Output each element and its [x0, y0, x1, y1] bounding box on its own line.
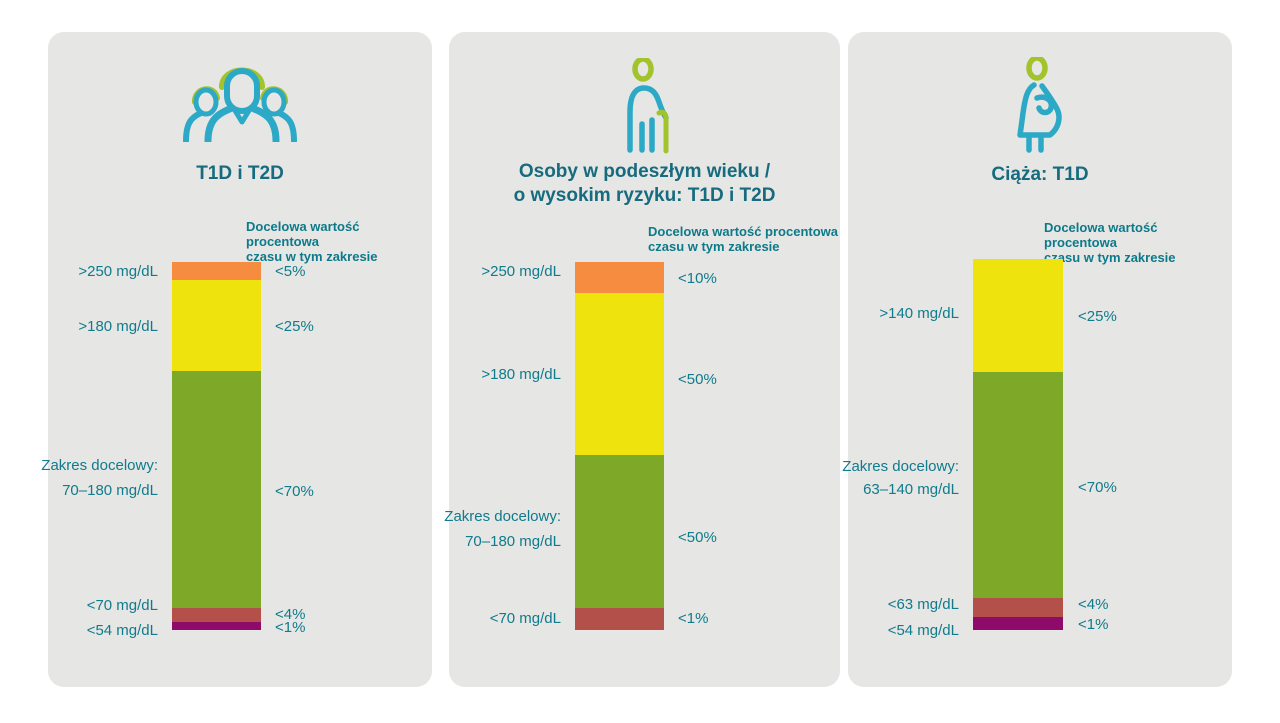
- panel-title: Osoby w podeszłym wieku / o wysokim ryzy…: [449, 160, 840, 208]
- elderly-icon: [449, 58, 840, 154]
- family-icon: [48, 56, 432, 142]
- target-pct-label: <1%: [678, 610, 709, 627]
- panel-elderly-high-risk: Osoby w podeszłym wieku / o wysokim ryzy…: [444, 32, 840, 687]
- target-pct-label: <50%: [678, 529, 717, 546]
- target-header-line2: czasu w tym zakresie: [246, 249, 378, 264]
- bar-segment-target: [973, 372, 1063, 598]
- range-label: <54 mg/dL: [887, 622, 959, 639]
- target-pct-label: <25%: [275, 318, 314, 335]
- range-label: 63–140 mg/dL: [863, 481, 959, 498]
- target-pct-label: <70%: [275, 483, 314, 500]
- range-label: 70–180 mg/dL: [465, 533, 561, 550]
- panel-title-line2: o wysokim ryzyku: T1D i T2D: [513, 185, 776, 206]
- stacked-bar: [575, 262, 664, 630]
- target-pct-label: <25%: [1078, 308, 1117, 325]
- panel-title-line1: Osoby w podeszłym wieku /: [518, 161, 771, 182]
- bar-segment-very-low: [172, 622, 261, 630]
- range-label: Zakres docelowy:: [41, 457, 158, 474]
- range-label: >140 mg/dL: [879, 305, 959, 322]
- range-label: Zakres docelowy:: [444, 508, 561, 525]
- target-header-line1: Docelowa wartość procentowa: [648, 224, 838, 239]
- range-label: 70–180 mg/dL: [62, 482, 158, 499]
- panel-pregnancy-t1d: Ciąża: T1D Docelowa wartość procentowa c…: [842, 32, 1232, 687]
- stacked-bar: [973, 259, 1063, 630]
- range-label: <70 mg/dL: [489, 610, 561, 627]
- bar-segment-target: [172, 371, 261, 608]
- target-pct-label: <5%: [275, 263, 306, 280]
- bar-segment-very-high: [575, 262, 664, 293]
- target-header-line1: Docelowa wartość procentowa: [1044, 220, 1158, 250]
- panel-t1d-t2d: T1D i T2D Docelowa wartość procentowa cz…: [41, 32, 432, 687]
- target-header: Docelowa wartość procentowa czasu w tym …: [246, 219, 432, 264]
- target-pct-label: <4%: [1078, 596, 1109, 613]
- target-pct-label: <10%: [678, 270, 717, 287]
- bar-segment-target: [575, 455, 664, 608]
- target-pct-label: <70%: [1078, 479, 1117, 496]
- range-label: >180 mg/dL: [78, 318, 158, 335]
- range-label: >250 mg/dL: [481, 263, 561, 280]
- target-header-line2: czasu w tym zakresie: [1044, 250, 1176, 265]
- bar-segment-high: [575, 293, 664, 455]
- stacked-bar: [172, 262, 261, 630]
- bar-segment-very-low: [973, 617, 1063, 630]
- target-pct-label: <50%: [678, 371, 717, 388]
- range-label: <63 mg/dL: [887, 596, 959, 613]
- bar-segment-low: [575, 608, 664, 630]
- bar-segment-high: [172, 280, 261, 371]
- target-pct-label: <1%: [275, 619, 306, 636]
- panel-title: Ciąża: T1D: [991, 164, 1089, 185]
- range-label: <54 mg/dL: [86, 622, 158, 639]
- range-label: <70 mg/dL: [86, 597, 158, 614]
- target-pct-label: <1%: [1078, 616, 1109, 633]
- bar-segment-very-high: [172, 262, 261, 280]
- target-header: Docelowa wartość procentowa czasu w tym …: [648, 224, 838, 254]
- range-label: Zakres docelowy:: [842, 458, 959, 475]
- pregnant-icon: [848, 57, 1232, 153]
- range-label: >250 mg/dL: [78, 263, 158, 280]
- target-header: Docelowa wartość procentowa czasu w tym …: [1044, 220, 1232, 265]
- panel-title: T1D i T2D: [196, 163, 284, 184]
- target-header-line2: czasu w tym zakresie: [648, 239, 780, 254]
- range-label: >180 mg/dL: [481, 366, 561, 383]
- bar-segment-low: [973, 598, 1063, 617]
- target-header-line1: Docelowa wartość procentowa: [246, 219, 360, 249]
- target-pct-label: <4%: [275, 606, 306, 623]
- bar-segment-high: [973, 259, 1063, 372]
- bar-segment-low: [172, 608, 261, 622]
